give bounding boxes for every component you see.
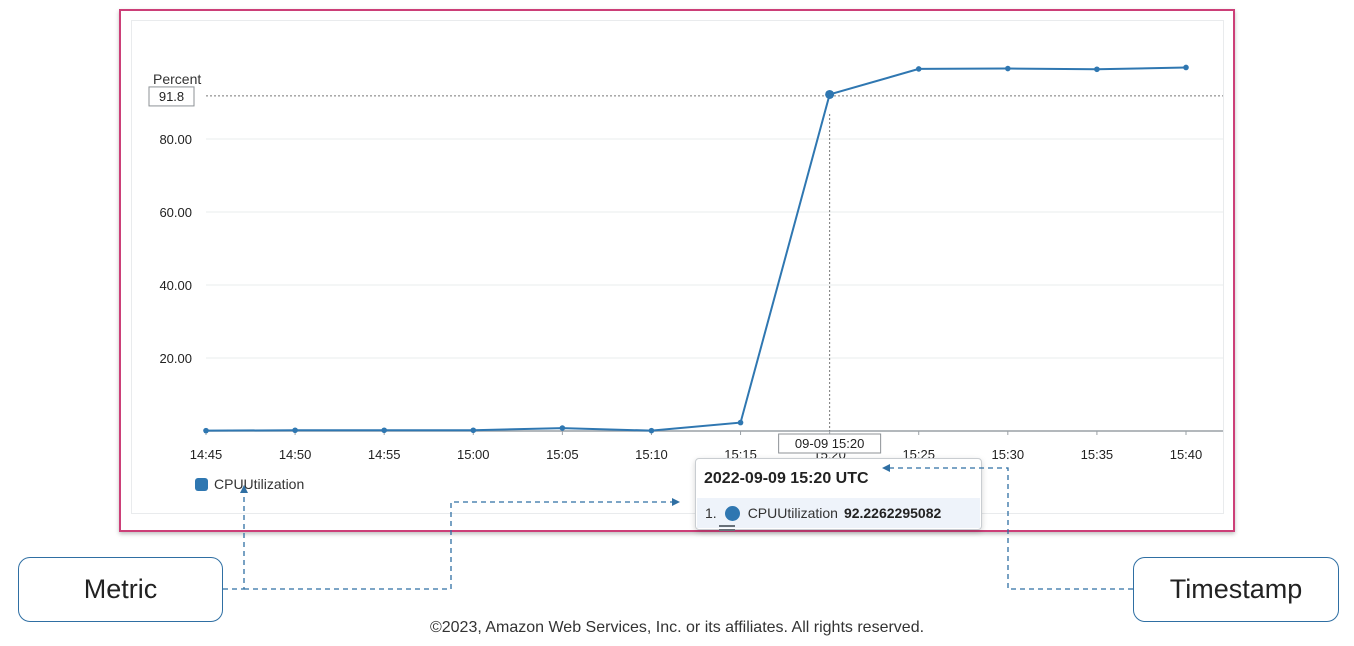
data-point <box>737 419 744 426</box>
tooltip-series-name: CPUUtilization <box>747 505 838 521</box>
data-point <box>559 425 566 431</box>
y-tick-label: 80.00 <box>159 132 192 147</box>
data-point <box>825 89 835 99</box>
x-tick-label: 15:10 <box>635 447 668 462</box>
tooltip-row-index: 1. <box>705 505 717 521</box>
data-point <box>203 427 209 434</box>
data-point <box>1183 64 1189 71</box>
x-tick-label: 14:45 <box>190 447 223 462</box>
x-tick-label: 15:30 <box>992 447 1025 462</box>
metric-callout: Metric <box>18 557 223 622</box>
metric-to-legend-arrow <box>223 485 248 590</box>
data-point <box>1005 65 1011 72</box>
chart-panel: Percent 20.00 40.00 60.00 80.00 14:45 14:50 14:… <box>132 21 1223 530</box>
data-point <box>381 427 387 434</box>
data-point <box>292 427 298 434</box>
x-tick-label: 15:40 <box>1170 447 1203 462</box>
crosshair-y-label-box <box>148 86 195 107</box>
series-dot-icon <box>724 505 740 521</box>
y-tick-label: 40.00 <box>159 278 192 293</box>
tooltip-series-row: 1. CPUUtilization 92.2262295082 <box>697 498 980 528</box>
legend[interactable]: CPUUtilization <box>195 476 304 492</box>
resize-handle-icon[interactable] <box>719 525 735 531</box>
timestamp-arrow <box>882 464 1133 590</box>
chart-frame: Percent 20.00 40.00 60.00 80.00 14:45 14:50 14:… <box>119 9 1235 532</box>
metric-to-tooltip-arrow <box>244 498 680 590</box>
x-tick-label: 14:50 <box>279 447 312 462</box>
y-axis-label: Percent <box>153 71 201 87</box>
legend-swatch <box>195 477 208 491</box>
copyright-footer: ©2023, Amazon Web Services, Inc. or its … <box>429 619 925 636</box>
legend-label: CPUUtilization <box>214 476 305 492</box>
data-point <box>1094 66 1100 73</box>
y-tick-label: 20.00 <box>159 351 192 366</box>
crosshair-x-label: 09-09 15:20 <box>795 436 864 451</box>
tooltip-series-value: 92.2262295082 <box>843 505 942 521</box>
data-tooltip: 2022-09-09 15:20 UTC 1. CPUUtilization 9… <box>695 458 982 530</box>
data-point <box>915 66 922 72</box>
series-line-cpuutilization <box>205 66 1187 432</box>
x-tick-label: 14:55 <box>368 447 401 462</box>
data-point <box>648 427 655 434</box>
x-tick-label: 15:35 <box>1081 447 1114 462</box>
x-tick-label: 15:00 <box>457 447 490 462</box>
tooltip-timestamp: 2022-09-09 15:20 UTC <box>704 470 869 487</box>
data-point <box>470 427 477 434</box>
timestamp-callout: Timestamp <box>1133 557 1339 622</box>
crosshair-x-label-box <box>778 433 882 454</box>
crosshair-y-label: 91.8 <box>159 89 184 104</box>
x-tick-label: 15:05 <box>546 447 579 462</box>
y-tick-label: 60.00 <box>159 205 192 220</box>
